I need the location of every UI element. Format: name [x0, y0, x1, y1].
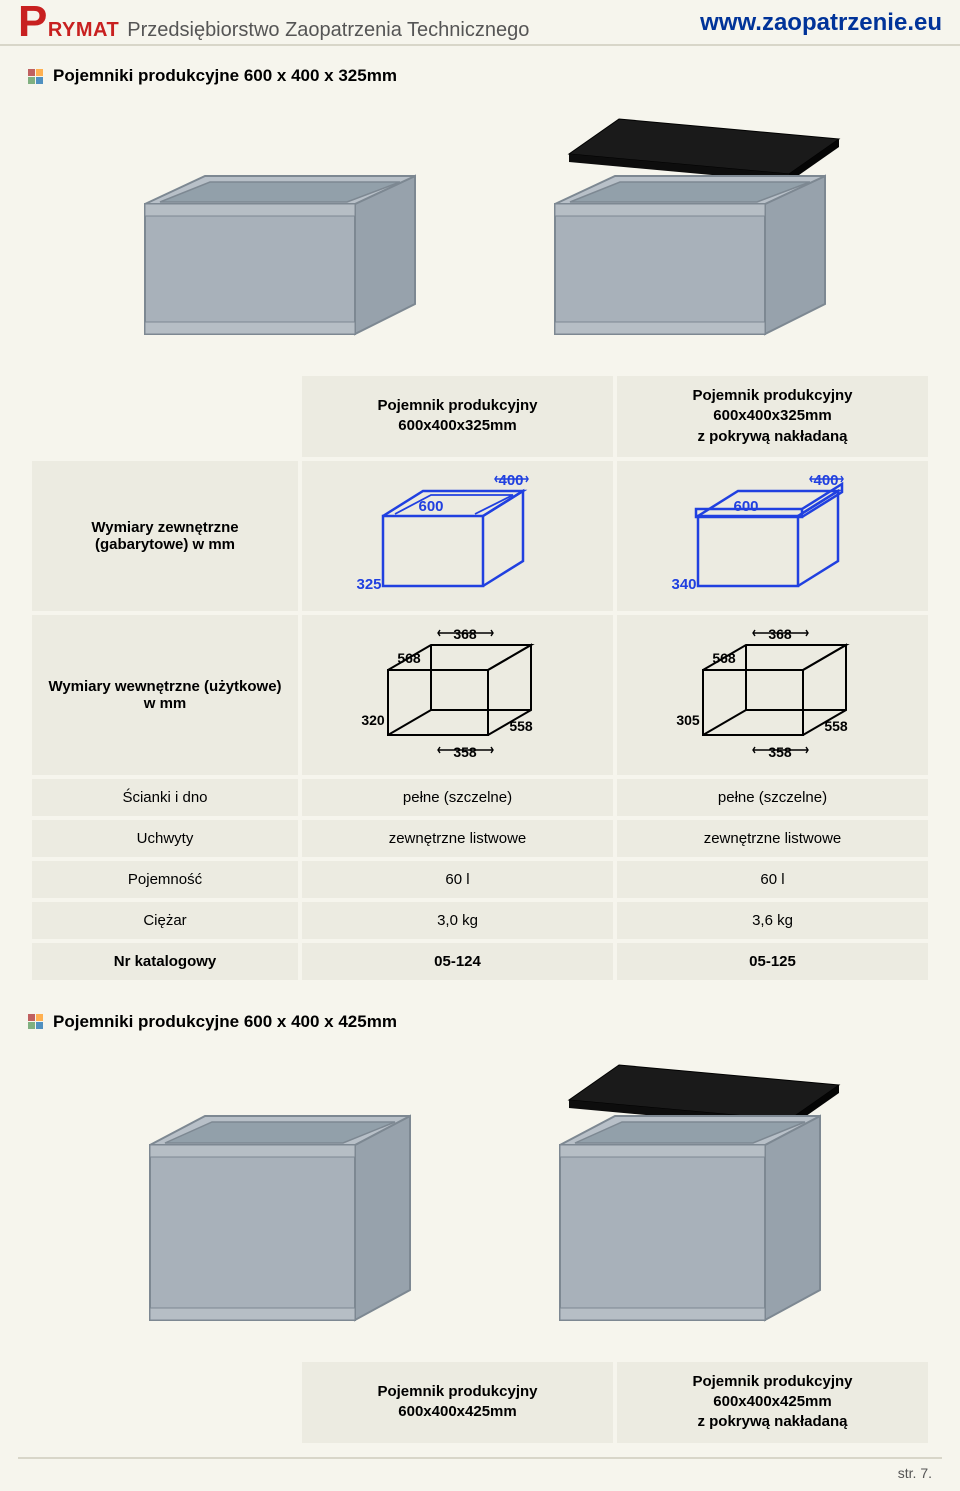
- svg-text:600: 600: [418, 498, 443, 515]
- table-row: Wymiary wewnętrzne (użytkowe) w mm 568 3…: [30, 613, 930, 777]
- svg-text:358: 358: [768, 744, 792, 760]
- section-2-photos: [28, 1050, 932, 1340]
- section-1-title: Pojemniki produkcyjne 600 x 400 x 325mm: [53, 66, 397, 86]
- ext-dims-diagram-1: 600 400 325: [300, 459, 615, 613]
- spec-table-2: Pojemnik produkcyjny 600x400x425mm Pojem…: [28, 1358, 932, 1447]
- int-dims-diagram-1: 568 368 320 558 358: [300, 613, 615, 777]
- svg-text:305: 305: [676, 712, 700, 728]
- table-row: Pojemność 60 l 60 l: [30, 859, 930, 900]
- footer-divider: [18, 1457, 942, 1459]
- row-walls: Ścianki i dno: [30, 777, 300, 818]
- crate-icon: [125, 164, 425, 344]
- crate-icon: [535, 164, 835, 344]
- table-row: Ciężar 3,0 kg 3,6 kg: [30, 900, 930, 941]
- col-2-title: Pojemnik produkcyjny 600x400x425mm z pok…: [615, 1360, 930, 1445]
- product-photo-crate: [90, 114, 460, 354]
- row-weight: Ciężar: [30, 900, 300, 941]
- col-1-title: Pojemnik produkcyjny 600x400x325mm: [300, 374, 615, 459]
- section-1-header: Pojemniki produkcyjne 600 x 400 x 325mm: [28, 66, 932, 86]
- bullet-icon: [28, 69, 43, 84]
- svg-text:600: 600: [733, 498, 758, 515]
- svg-text:368: 368: [768, 626, 792, 642]
- section-2-title: Pojemniki produkcyjne 600 x 400 x 425mm: [53, 1012, 397, 1032]
- svg-text:568: 568: [712, 650, 736, 666]
- row-catalog: Nr katalogowy: [30, 941, 300, 982]
- crate-icon: [125, 1100, 425, 1330]
- row-capacity: Pojemność: [30, 859, 300, 900]
- col-2-title: Pojemnik produkcyjny 600x400x325mm z pok…: [615, 374, 930, 459]
- ext-dims-diagram-2: 600 400 340: [615, 459, 930, 613]
- product-photo-crate-with-lid: [500, 1060, 870, 1340]
- svg-text:400: 400: [498, 472, 523, 489]
- svg-text:568: 568: [397, 650, 421, 666]
- site-url: www.zaopatrzenie.eu: [700, 9, 942, 37]
- table-row: Wymiary zewnętrzne (gabarytowe) w mm 600…: [30, 459, 930, 613]
- page-header: PRYMAT Przedsiębiorstwo Zaopatrzenia Tec…: [0, 0, 960, 46]
- table-row: Pojemnik produkcyjny 600x400x425mm Pojem…: [30, 1360, 930, 1445]
- product-photo-crate-with-lid: [500, 114, 870, 354]
- spec-table-1: Pojemnik produkcyjny 600x400x325mm Pojem…: [28, 372, 932, 984]
- row-int-dims: Wymiary wewnętrzne (użytkowe) w mm: [30, 613, 300, 777]
- section-2-header: Pojemniki produkcyjne 600 x 400 x 425mm: [28, 1012, 932, 1032]
- row-handles: Uchwyty: [30, 818, 300, 859]
- brand-subtitle: Przedsiębiorstwo Zaopatrzenia Techniczne…: [127, 19, 529, 42]
- svg-text:358: 358: [453, 744, 477, 760]
- crate-icon: [535, 1100, 835, 1330]
- col-1-title: Pojemnik produkcyjny 600x400x425mm: [300, 1360, 615, 1445]
- section-1-photos: [28, 104, 932, 354]
- svg-text:368: 368: [453, 626, 477, 642]
- svg-text:400: 400: [813, 472, 838, 489]
- svg-text:558: 558: [824, 718, 848, 734]
- svg-text:320: 320: [361, 712, 385, 728]
- svg-text:340: 340: [671, 576, 696, 593]
- table-row: Uchwyty zewnętrzne listwowe zewnętrzne l…: [30, 818, 930, 859]
- brand-block: PRYMAT Przedsiębiorstwo Zaopatrzenia Tec…: [18, 4, 529, 42]
- int-dims-diagram-2: 568 368 305 558 358: [615, 613, 930, 777]
- svg-text:325: 325: [356, 576, 381, 593]
- table-row: Ścianki i dno pełne (szczelne) pełne (sz…: [30, 777, 930, 818]
- svg-text:558: 558: [509, 718, 533, 734]
- product-photo-crate: [90, 1060, 460, 1340]
- table-row: Nr katalogowy 05-124 05-125: [30, 941, 930, 982]
- bullet-icon: [28, 1014, 43, 1029]
- table-row: Pojemnik produkcyjny 600x400x325mm Pojem…: [30, 374, 930, 459]
- row-ext-dims: Wymiary zewnętrzne (gabarytowe) w mm: [30, 459, 300, 613]
- brand-name: PRYMAT: [18, 4, 119, 42]
